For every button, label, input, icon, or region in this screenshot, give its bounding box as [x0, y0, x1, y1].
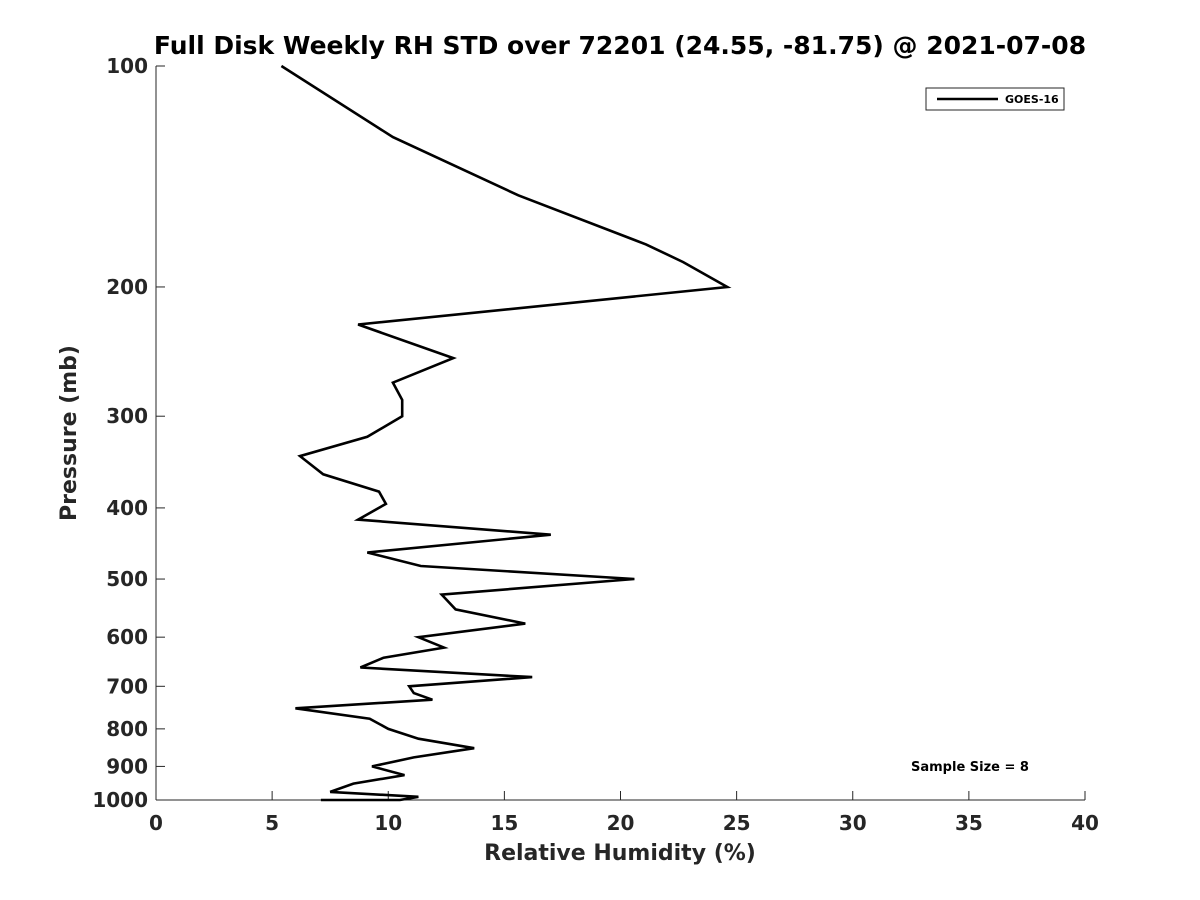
y-tick-label: 300: [106, 404, 148, 428]
y-tick-label: 700: [106, 674, 148, 698]
y-tick-label: 1000: [92, 788, 148, 812]
x-tick-label: 40: [1071, 811, 1099, 835]
y-tick-label: 900: [106, 754, 148, 778]
x-tick-label: 0: [149, 811, 163, 835]
y-axis-label: Pressure (mb): [57, 345, 82, 521]
legend-label-goes-16: GOES-16: [1005, 93, 1059, 106]
x-tick-label: 20: [607, 811, 635, 835]
x-tick-label: 30: [839, 811, 867, 835]
x-tick-label: 35: [955, 811, 983, 835]
y-tick-label: 100: [106, 54, 148, 78]
x-tick-label: 10: [374, 811, 402, 835]
sample-size-annotation: Sample Size = 8: [911, 760, 1029, 775]
y-axis-ticks: 100 200 300 400 500 600 700 800 900 1000: [92, 54, 165, 812]
y-tick-label: 600: [106, 625, 148, 649]
chart-title: Full Disk Weekly RH STD over 72201 (24.5…: [154, 31, 1086, 60]
y-tick-label: 500: [106, 567, 148, 591]
x-tick-label: 25: [723, 811, 751, 835]
x-axis-ticks: 0 5 10 15 20 25 30 35 40: [149, 791, 1099, 835]
x-tick-label: 5: [265, 811, 279, 835]
series-line-goes-16: [280, 64, 732, 802]
plot-area: [155, 66, 1085, 801]
y-tick-label: 200: [106, 275, 148, 299]
x-axis-label: Relative Humidity (%): [484, 841, 756, 866]
y-tick-label: 800: [106, 717, 148, 741]
legend: GOES-16: [925, 87, 1065, 111]
x-tick-label: 15: [490, 811, 518, 835]
y-tick-label: 400: [106, 496, 148, 520]
